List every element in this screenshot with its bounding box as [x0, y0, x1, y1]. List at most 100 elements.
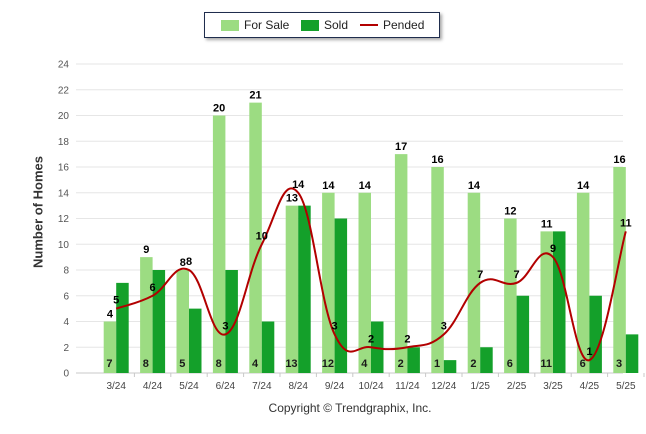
legend-label-pended: Pended [383, 18, 425, 32]
for-sale-value-label: 13 [286, 193, 298, 205]
x-tick-label: 11/24 [395, 381, 420, 392]
for-sale-value-label: 16 [431, 154, 443, 166]
grid-lines [76, 63, 623, 374]
pended-line-layer [115, 187, 627, 362]
y-tick-label: 8 [63, 266, 69, 277]
y-tick-label: 20 [58, 111, 70, 122]
sold-bar [225, 270, 238, 373]
pended-value-label: 10 [256, 230, 268, 242]
pended-value-label: 14 [292, 179, 305, 191]
for-sale-bar [212, 115, 226, 373]
y-tick-label: 14 [58, 188, 70, 199]
for-sale-bar [176, 270, 189, 373]
legend-item-for-sale[interactable]: For Sale [221, 13, 289, 37]
sold-value-label: 4 [361, 358, 368, 370]
for-sale-value-label: 11 [541, 218, 553, 230]
sold-bar [480, 347, 493, 373]
y-axis-label: Number of Homes [30, 156, 46, 268]
for-sale-value-label: 16 [613, 154, 625, 166]
sold-bar [298, 205, 311, 373]
for-sale-bar [322, 192, 335, 373]
legend-label-for-sale: For Sale [244, 18, 290, 32]
pended-line [115, 187, 627, 362]
x-tick-label: 4/24 [143, 381, 163, 392]
x-tick-label: 7/24 [252, 381, 272, 392]
for-sale-value-label: 14 [468, 180, 481, 192]
for-sale-value-label: 14 [577, 180, 590, 192]
sold-value-label: 7 [106, 358, 112, 370]
for-sale-bar [540, 231, 553, 373]
for-sale-value-label: 8 [180, 257, 186, 269]
y-tick-label: 0 [63, 369, 69, 380]
y-tick-label: 10 [58, 240, 70, 251]
pended-value-label: 2 [368, 333, 374, 345]
y-tick-label: 4 [63, 317, 69, 328]
sold-bar [189, 308, 202, 373]
data-labels: 4798852082141313141214417216114212611111… [106, 90, 631, 370]
pended-value-label: 6 [150, 282, 156, 294]
for-sale-swatch [221, 19, 239, 31]
x-tick-label: 5/24 [179, 381, 199, 392]
legend-label-sold: Sold [324, 18, 349, 32]
pended-value-label: 8 [186, 256, 192, 268]
pended-swatch [360, 24, 378, 26]
sold-value-label: 8 [216, 358, 222, 370]
sold-swatch [301, 19, 319, 31]
x-tick-label: 2/25 [507, 381, 527, 392]
pended-value-label: 9 [550, 243, 556, 255]
bars [103, 102, 639, 373]
sold-bar [443, 360, 457, 373]
legend-item-pended[interactable]: Pended [360, 13, 424, 37]
pended-value-label: 5 [113, 295, 119, 307]
sold-value-label: 1 [434, 358, 440, 370]
sold-bar [334, 218, 348, 373]
x-tick-label: 1/25 [470, 381, 490, 392]
x-tick-label: 3/25 [543, 381, 563, 392]
sold-value-label: 6 [507, 358, 513, 370]
for-sale-bar [358, 192, 371, 373]
for-sale-bar [394, 154, 408, 373]
for-sale-value-label: 21 [249, 90, 261, 102]
x-tick-label: 4/25 [580, 381, 600, 392]
for-sale-bar [103, 321, 117, 373]
pended-value-label: 3 [222, 320, 228, 332]
pended-value-label: 3 [332, 320, 338, 332]
sold-bar [261, 321, 275, 373]
for-sale-bar [467, 192, 481, 373]
for-sale-bar [613, 167, 626, 373]
x-tick-label: 6/24 [216, 381, 236, 392]
legend-item-sold[interactable]: Sold [301, 13, 348, 37]
x-axis-ticks: 3/24 4/24 5/24 6/24 7/24 8/24 9/24 10/24 11/24 12… [106, 373, 645, 392]
pended-value-label: 11 [620, 217, 632, 229]
x-tick-label: 9/24 [325, 381, 345, 392]
pended-value-label: 7 [514, 269, 520, 281]
for-sale-value-label: 9 [143, 244, 149, 256]
for-sale-bar [285, 205, 299, 373]
for-sale-bar [249, 102, 262, 373]
x-tick-label: 8/24 [288, 381, 308, 392]
y-tick-label: 18 [58, 137, 70, 148]
sold-value-label: 8 [143, 358, 149, 370]
for-sale-value-label: 20 [213, 103, 225, 115]
for-sale-value-label: 17 [395, 141, 407, 153]
for-sale-value-label: 4 [107, 309, 114, 321]
pended-value-label: 7 [477, 269, 483, 281]
legend: For Sale Sold Pended [204, 12, 440, 38]
sold-bar [407, 347, 420, 373]
sold-value-label: 2 [398, 358, 404, 370]
sold-bar [152, 270, 166, 373]
sold-value-label: 5 [179, 358, 185, 370]
for-sale-bar [504, 218, 517, 373]
x-tick-label: 12/24 [431, 381, 456, 392]
y-tick-label: 22 [58, 85, 70, 96]
sold-bar [553, 231, 566, 373]
pended-value-label: 3 [441, 320, 447, 332]
for-sale-bar [140, 257, 153, 373]
x-tick-label: 3/24 [106, 381, 126, 392]
for-sale-value-label: 12 [504, 206, 516, 218]
sold-bar [516, 295, 530, 373]
y-tick-label: 12 [58, 214, 70, 225]
y-tick-label: 16 [58, 163, 70, 174]
